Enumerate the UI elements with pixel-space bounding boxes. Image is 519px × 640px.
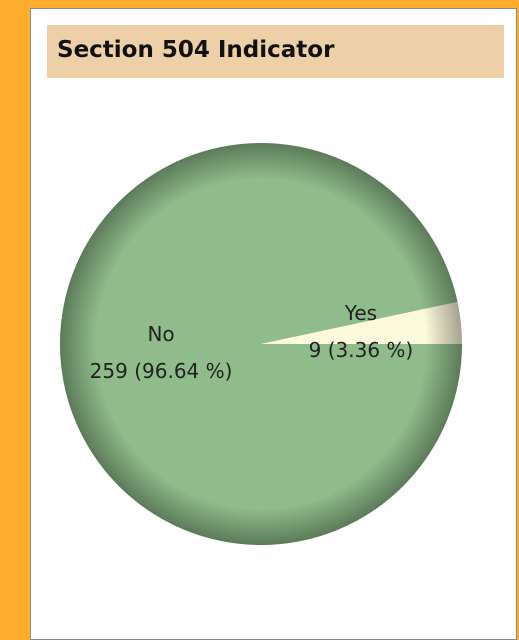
slice-value-label: 9 (3.36 %) bbox=[309, 338, 414, 362]
title-box: Section 504 Indicator bbox=[47, 25, 504, 78]
slice-value-label: 259 (96.64 %) bbox=[90, 359, 233, 383]
slice-label: No bbox=[147, 322, 174, 346]
slice-label: Yes bbox=[344, 301, 377, 325]
chart-title: Section 504 Indicator bbox=[57, 37, 335, 63]
